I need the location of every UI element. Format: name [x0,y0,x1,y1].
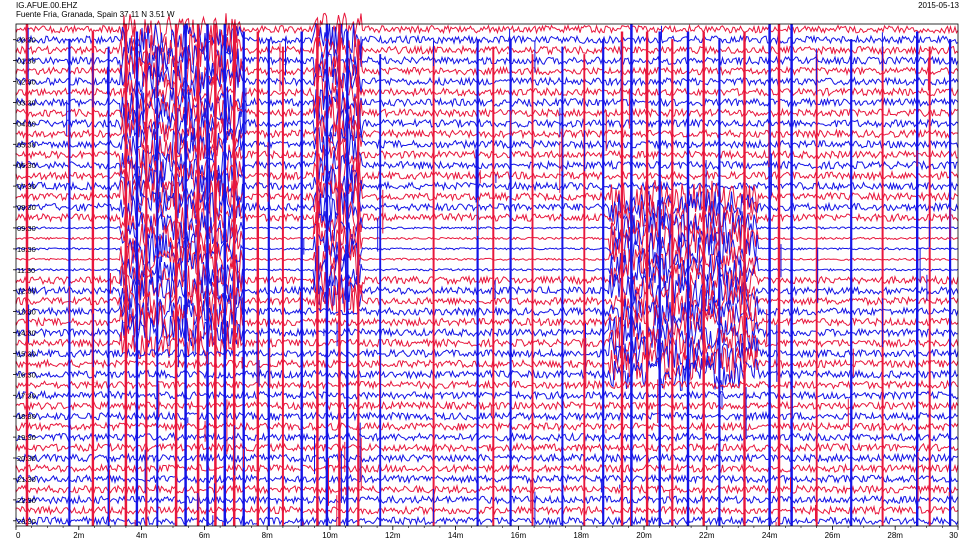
x-tick-label-2: 4m [136,531,147,540]
trace-row-3 [15,43,959,79]
trace-row-27 [15,294,959,329]
trace-row-7 [15,86,959,121]
axes-group: 00:30 01:30 02:30 03:30 04:30 05:30 06:30 07:30… [13,23,959,540]
trace-row-13 [15,147,959,183]
row-label-10: 10:30 [17,245,36,254]
x-tick-label-10: 20m [636,531,652,540]
trace-row-24 [15,262,959,299]
trace-row-12 [15,137,959,172]
trace-row-22 [15,243,959,278]
trace-row-17 [15,190,959,224]
trace-row-44 [15,483,959,495]
x-tick-label-6: 12m [385,531,401,540]
x-tick-label-13: 26m [825,531,841,540]
x-tick-label-1: 2m [73,531,84,540]
trace-row-9 [15,105,959,140]
x-tick-label-4: 8m [262,531,273,540]
x-tick-label-7: 14m [448,531,464,540]
row-label-0: 00:30 [17,36,36,45]
trace-row-47 [15,515,959,527]
row-label-7: 07:30 [17,182,36,191]
trace-row-42 [15,462,959,474]
trace-row-26 [15,284,959,319]
row-label-12: 12:30 [17,287,36,296]
station-code: IG.AFUE.00.EHZ [16,1,78,10]
trace-row-38 [15,421,959,432]
row-label-3: 03:30 [17,98,36,107]
row-label-20: 20:30 [17,454,36,463]
x-tick-label-15: 30 [949,531,958,540]
trace-row-46 [15,504,959,516]
trace-row-30 [15,324,959,360]
trace-row-43 [15,473,959,485]
row-label-19: 19:30 [17,433,36,442]
row-label-14: 14:30 [17,329,36,338]
row-label-22: 22:30 [17,496,36,505]
trace-row-20 [15,220,959,256]
row-label-9: 09:30 [17,224,36,233]
row-label-5: 05:30 [17,140,36,149]
trace-row-37 [15,410,959,422]
event-group [25,24,952,526]
row-label-4: 04:30 [17,119,36,128]
trace-row-1 [15,23,959,57]
row-label-1: 01:30 [17,57,36,66]
x-tick-label-12: 24m [762,531,778,540]
trace-row-41 [15,452,959,464]
x-tick-label-5: 10m [322,531,338,540]
row-label-11: 11:30 [17,266,35,275]
trace-row-19 [15,210,959,246]
trace-row-34 [15,379,959,391]
trace-group [15,12,959,527]
trace-row-35 [15,389,959,401]
row-label-15: 15:30 [17,349,36,358]
trace-row-25 [15,273,959,309]
x-tick-label-9: 18m [573,531,589,540]
row-label-2: 02:30 [17,78,36,87]
trace-row-10 [15,117,959,151]
x-tick-label-11: 22m [699,531,715,540]
trace-row-0 [15,12,959,47]
trace-row-40 [15,442,959,453]
trace-row-33 [15,357,959,391]
trace-row-29 [15,315,959,350]
trace-row-16 [15,178,959,215]
x-tick-label-0: 0 [16,531,21,540]
x-tick-label-8: 16m [511,531,527,540]
trace-row-5 [15,63,959,98]
row-label-23: 23:30 [17,517,36,526]
row-label-17: 17:30 [17,391,36,400]
trace-row-31 [15,335,959,371]
trace-row-4 [15,54,959,89]
trace-row-28 [15,305,959,340]
trace-date: 2015-05-13 [918,1,959,10]
row-label-16: 16:30 [17,370,36,379]
trace-row-36 [15,400,959,412]
trace-row-39 [15,431,959,443]
row-label-13: 13:30 [17,308,36,317]
trace-row-18 [15,200,959,235]
trace-row-45 [15,494,959,506]
row-label-8: 08:30 [17,203,36,212]
x-tick-label-14: 28m [887,531,903,540]
trace-row-15 [15,168,959,204]
x-tick-label-3: 6m [199,531,210,540]
row-label-6: 06:30 [17,161,36,170]
station-location: Fuente Fria, Granada, Spain 37.11 N 3.51… [16,10,175,19]
row-label-18: 18:30 [17,412,36,421]
row-label-21: 21:30 [17,475,36,484]
trace-row-32 [15,346,959,382]
